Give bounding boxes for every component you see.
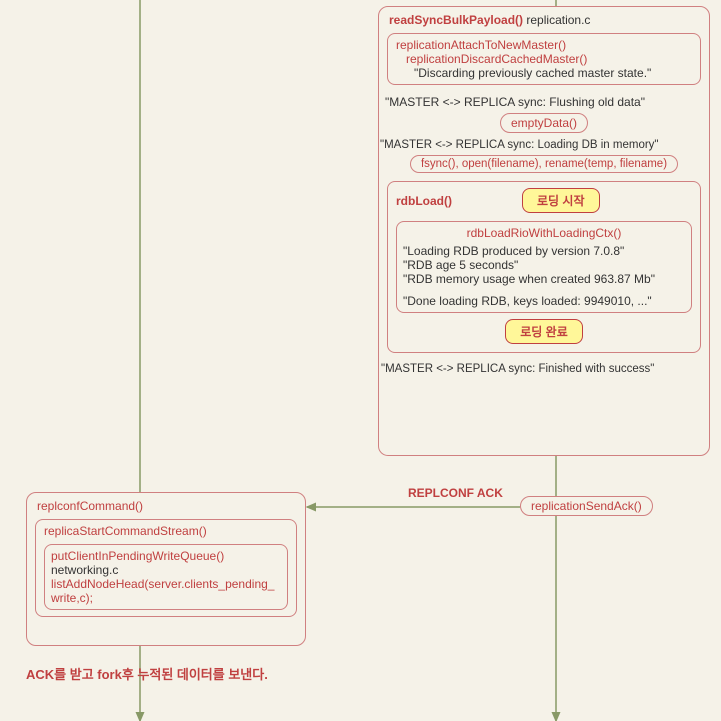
sendack-container: replicationSendAck() — [520, 496, 653, 516]
rdbctx-line1: "Loading RDB produced by version 7.0.8" — [403, 244, 685, 258]
rdbload-header: rdbLoad() 로딩 시작 — [396, 186, 692, 217]
rdbctx-line4: "Done loading RDB, keys loaded: 9949010,… — [403, 286, 685, 308]
pending-func: putClientInPendingWriteQueue() — [51, 549, 281, 563]
emptydata-row: emptyData() — [379, 111, 709, 137]
pending-box: putClientInPendingWriteQueue() networkin… — [44, 544, 288, 610]
replconf-box: replconfCommand() replicaStartCommandStr… — [26, 492, 306, 646]
ack-label: REPLCONF ACK — [408, 486, 503, 500]
pending-code: listAddNodeHead(server.clients_pending_w… — [51, 577, 281, 605]
stream-title: replicaStartCommandStream() — [44, 524, 288, 542]
replconf-title-row: replconfCommand() — [27, 493, 305, 515]
load-start-pill: 로딩 시작 — [522, 188, 600, 213]
pending-file: networking.c — [51, 563, 281, 577]
rdbctx-line3: "RDB memory usage when created 963.87 Mb… — [403, 272, 685, 286]
load-done-row: 로딩 완료 — [396, 319, 692, 344]
readsync-file: replication.c — [526, 13, 590, 27]
rdbctx-title: rdbLoadRioWithLoadingCtx() — [403, 226, 685, 244]
attach-msg: "Discarding previously cached master sta… — [396, 66, 692, 80]
attach-func1: replicationAttachToNewMaster() — [396, 38, 692, 52]
rdbctx-line2: "RDB age 5 seconds" — [403, 258, 685, 272]
emptydata-pill: emptyData() — [500, 113, 588, 133]
fileops-row: fsync(), open(filename), rename(temp, fi… — [379, 153, 709, 177]
msg-finished: "MASTER <-> REPLICA sync: Finished with … — [379, 357, 709, 379]
stream-box: replicaStartCommandStream() putClientInP… — [35, 519, 297, 617]
readsync-title-row: readSyncBulkPayload() replication.c — [379, 7, 709, 29]
readsync-box: readSyncBulkPayload() replication.c repl… — [378, 6, 710, 456]
rdbctx-box: rdbLoadRioWithLoadingCtx() "Loading RDB … — [396, 221, 692, 313]
load-done-pill: 로딩 완료 — [505, 319, 583, 344]
attach-func2: replicationDiscardCachedMaster() — [396, 52, 692, 66]
replconf-title: replconfCommand() — [37, 499, 143, 513]
attach-box: replicationAttachToNewMaster() replicati… — [387, 33, 701, 85]
msg-loading-db: "MASTER <-> REPLICA sync: Loading DB in … — [379, 137, 709, 153]
sendack-pill: replicationSendAck() — [520, 496, 653, 516]
bottom-message: ACK를 받고 fork후 누적된 데이터를 보낸다. — [26, 664, 268, 683]
readsync-title: readSyncBulkPayload() — [389, 13, 523, 27]
fileops-pill: fsync(), open(filename), rename(temp, fi… — [410, 155, 678, 173]
msg-flushing: "MASTER <-> REPLICA sync: Flushing old d… — [379, 89, 709, 111]
rdbload-box: rdbLoad() 로딩 시작 rdbLoadRioWithLoadingCtx… — [387, 181, 701, 353]
rdbload-title: rdbLoad() — [396, 194, 452, 208]
